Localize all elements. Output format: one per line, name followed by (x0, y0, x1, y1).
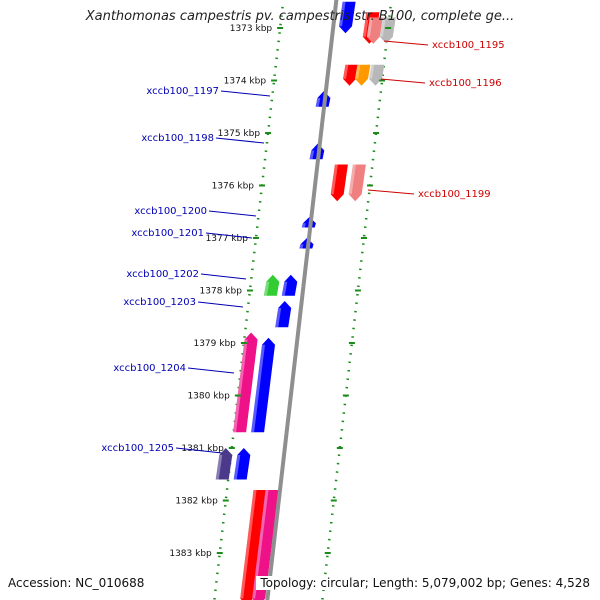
gene-label-reverse: xccb100_1200 (134, 206, 207, 217)
gene-feature (366, 17, 383, 44)
gene-feature (240, 490, 267, 600)
outer-ruler-line (321, 0, 393, 600)
backbone-line (265, 0, 339, 600)
gene-label-reverse: xccb100_1205 (101, 443, 174, 454)
gene-feature-highlight (330, 164, 338, 195)
map-title: Xanthomonas campestris pv. campestris st… (85, 9, 515, 24)
gene-feature (275, 301, 292, 328)
gene-feature-highlight (343, 64, 349, 79)
gene-label-forward: xccb100_1195 (432, 40, 505, 51)
tick-label: 1380 kbp (187, 392, 230, 402)
label-leader (220, 90, 271, 97)
gene-feature-highlight (281, 281, 288, 296)
topology-label: Topology: circular; Length: 5,079,002 bp… (256, 576, 590, 590)
gene-feature-highlight (275, 308, 282, 328)
gene-feature (233, 332, 258, 433)
tick-label: 1374 kbp (224, 77, 267, 87)
gene-feature (348, 164, 366, 202)
gene-feature (369, 64, 385, 86)
label-leader (367, 189, 415, 195)
gene-label-forward: xccb100_1196 (429, 78, 502, 89)
gene-feature (252, 490, 279, 600)
accession-label: Accession: NC_010688 (8, 576, 145, 590)
label-leader (215, 137, 265, 144)
label-leader (197, 301, 244, 308)
gene-feature-highlight (240, 490, 257, 599)
label-leader (175, 447, 223, 454)
gene-feature-highlight (301, 223, 306, 228)
features-layer (215, 1, 396, 600)
tick-label: 1382 kbp (175, 497, 218, 507)
gene-label-reverse: xccb100_1202 (126, 269, 199, 280)
outer-ruler (321, 0, 393, 600)
gene-label-forward: xccb100_1199 (418, 189, 491, 200)
tick-label: 1373 kbp (230, 24, 273, 34)
label-leader (205, 232, 253, 239)
gene-feature (343, 64, 359, 86)
gene-feature-highlight (315, 98, 321, 107)
gene-feature (215, 448, 233, 480)
gene-label-reverse: xccb100_1198 (141, 133, 214, 144)
gene-labels: xccb100_1195xccb100_1196xccb100_1199xccb… (101, 40, 504, 454)
tick-label: 1377 kbp (206, 234, 249, 244)
gene-label-reverse: xccb100_1204 (113, 363, 186, 374)
label-leader (380, 78, 426, 84)
gene-feature-highlight (233, 455, 241, 480)
gene-feature-highlight (309, 150, 315, 160)
tick-label: 1381 kbp (181, 444, 224, 454)
gene-label-reverse: xccb100_1197 (146, 86, 219, 97)
gene-feature-highlight (233, 339, 248, 433)
gene-label-reverse: xccb100_1201 (131, 228, 204, 239)
gene-feature-highlight (251, 344, 265, 433)
gene-feature-highlight (355, 64, 361, 79)
label-leader (200, 273, 247, 280)
gene-feature-highlight (252, 490, 269, 599)
tick-label: 1378 kbp (200, 287, 243, 297)
gene-feature (355, 64, 371, 86)
gene-feature-highlight (379, 17, 386, 37)
gene-feature (233, 448, 251, 480)
gene-feature (251, 337, 275, 433)
tick-label: 1376 kbp (212, 182, 255, 192)
tick-label: 1383 kbp (169, 549, 212, 559)
gene-feature (330, 164, 348, 202)
backbone (265, 0, 339, 600)
gene-feature-highlight (362, 12, 370, 37)
gene-feature (379, 17, 396, 44)
label-leader (187, 367, 235, 374)
label-leader (383, 40, 429, 46)
gene-feature-highlight (366, 17, 373, 37)
tick-label: 1379 kbp (193, 339, 236, 349)
gene-label-reverse: xccb100_1203 (123, 297, 196, 308)
gene-feature-highlight (263, 281, 270, 296)
label-leader (208, 210, 257, 217)
tick-label: 1375 kbp (218, 129, 261, 139)
gene-feature-highlight (215, 455, 223, 480)
gene-feature (339, 1, 356, 34)
gene-feature-highlight (348, 164, 356, 195)
gene-feature (263, 274, 280, 296)
gene-feature-highlight (339, 1, 346, 27)
gene-feature (281, 274, 298, 296)
scale-ticks: 1373 kbp 1374 kbp 1375 kbp 1376 kbp 1377 kbp… (169, 24, 392, 559)
gene-feature-highlight (299, 244, 304, 249)
gene-feature-highlight (369, 64, 375, 79)
